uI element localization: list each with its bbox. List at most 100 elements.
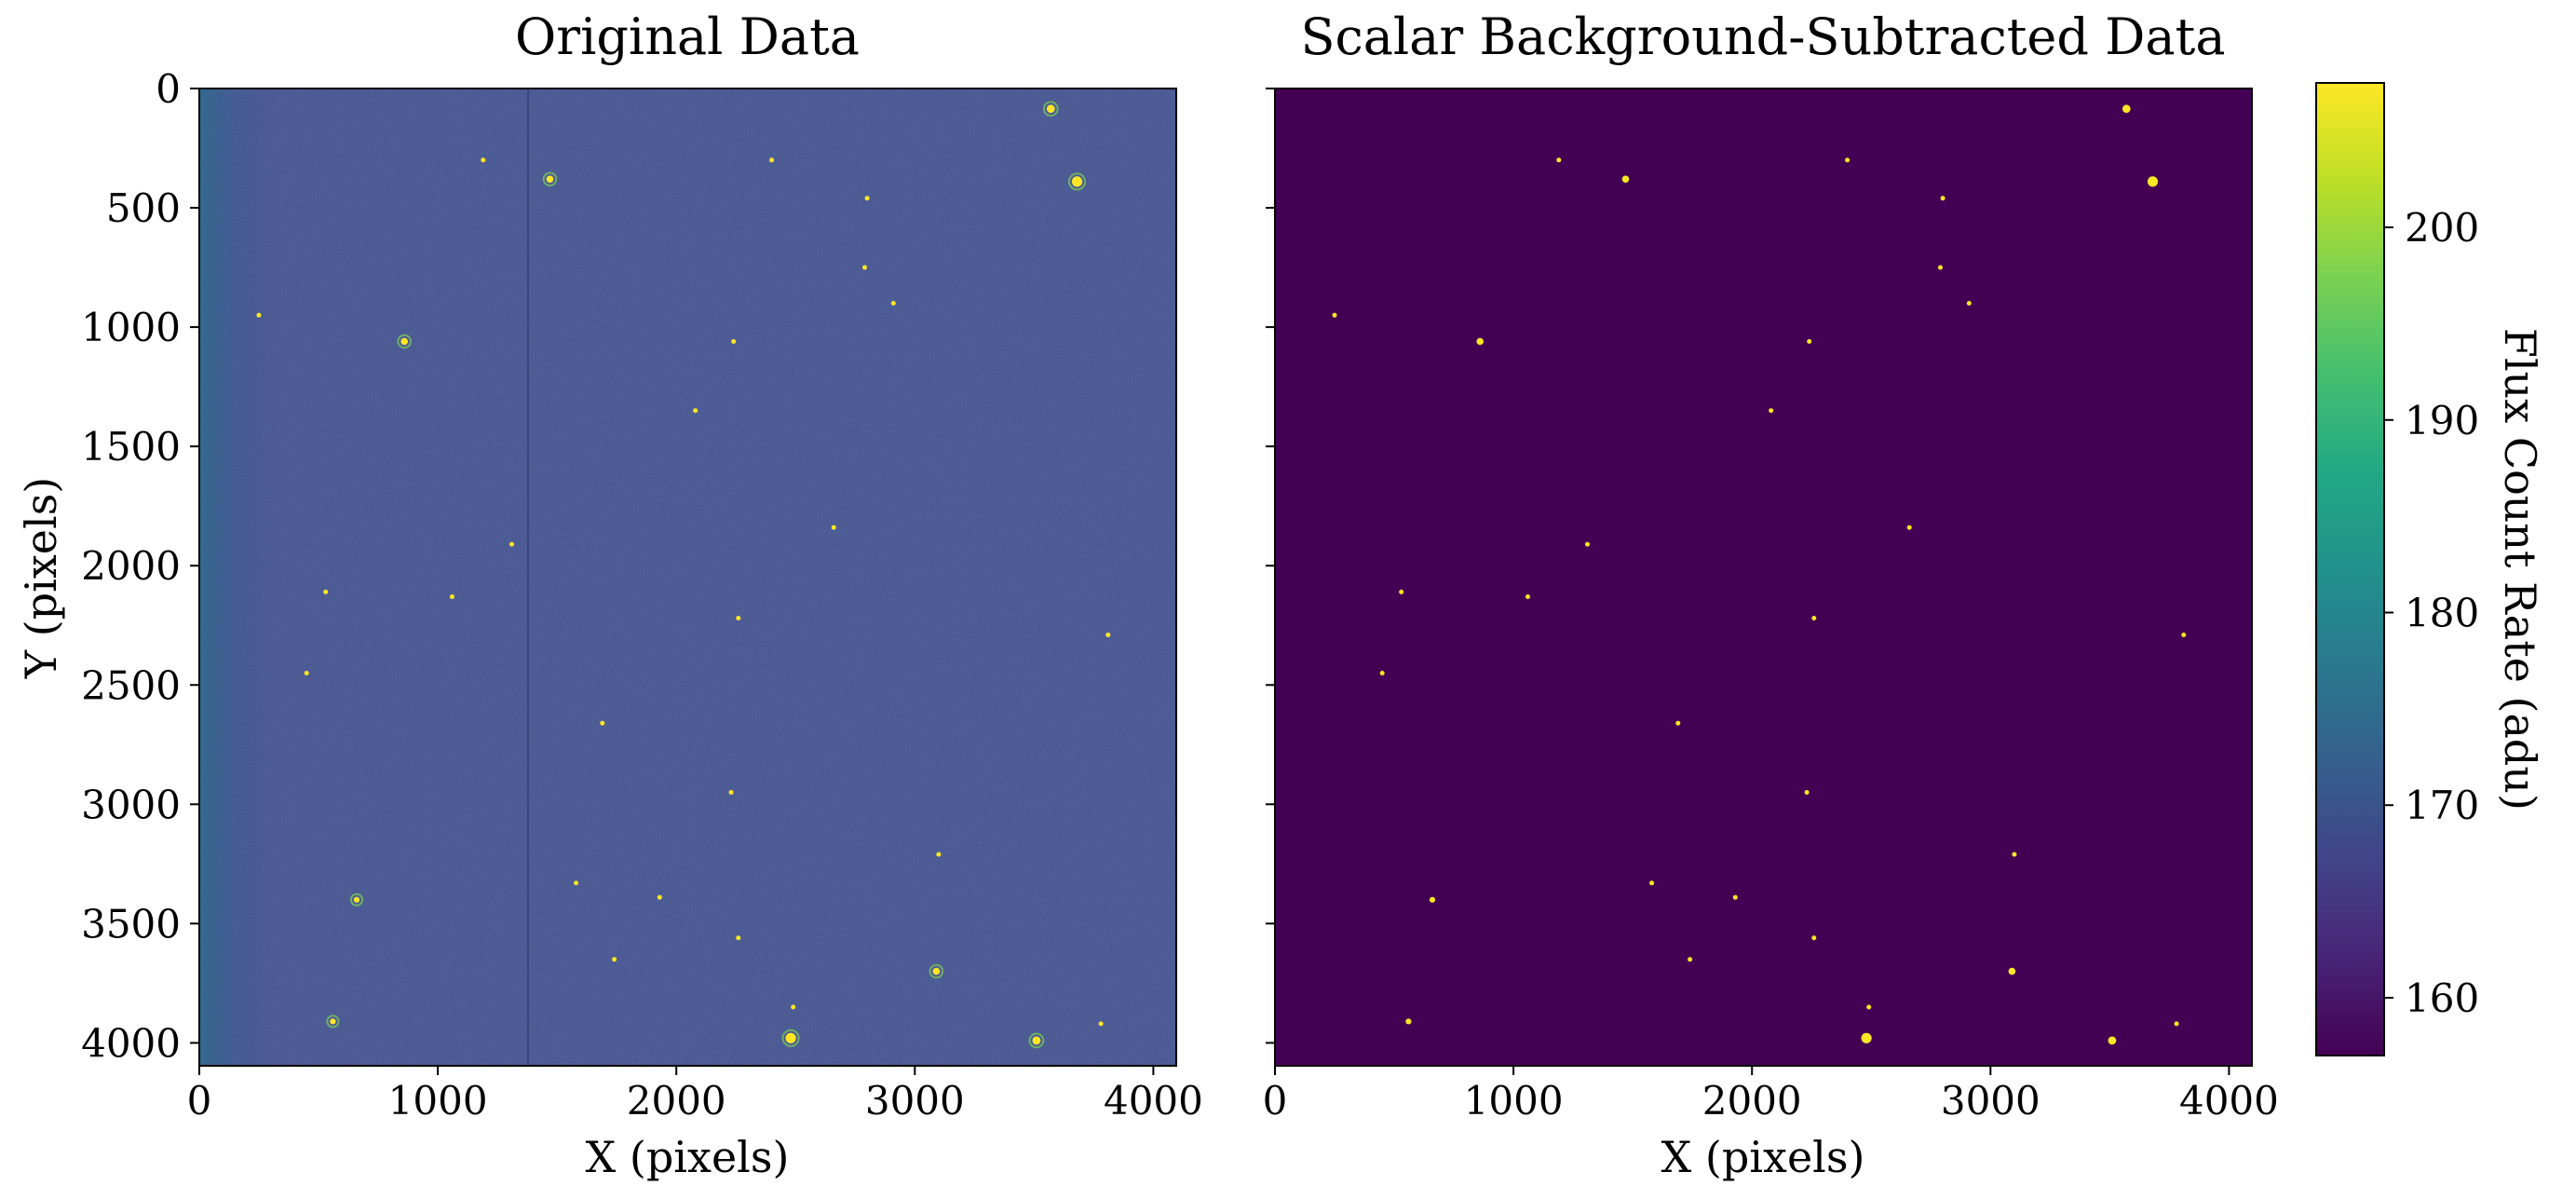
original-source-14 [323,589,329,594]
subtracted-source-6 [1332,312,1337,318]
subtracted-source-11 [1769,408,1774,414]
colorbar-bar [2315,82,2385,1056]
original-source-halo-1 [1067,172,1087,191]
original-source-0 [1046,104,1055,114]
original-y-tick-label-1000: 1000 [81,305,181,350]
subtracted-source-31 [1866,1004,1872,1010]
original-source-32 [736,616,741,620]
subtracted-source-28 [2108,1036,2117,1045]
subtracted-source-9 [1966,301,1972,306]
original-source-9 [890,301,896,306]
panel-original-title: Original Data [515,7,860,66]
subtracted-source-12 [1906,525,1912,530]
original-x-tick-label-2000: 2000 [627,1078,726,1124]
original-source-29 [1098,1021,1104,1027]
subtracted-x-tick-label-0: 0 [1263,1078,1288,1124]
original-source-2 [546,175,554,184]
subtracted-source-20 [1429,896,1436,903]
subtracted-source-18 [1675,720,1681,726]
subtracted-source-7 [1476,337,1484,346]
original-source-30 [936,852,942,857]
subtracted-source-29 [2174,1021,2179,1027]
original-source-24 [736,935,741,941]
panel-subtracted: Scalar Background-Subtracted Data 0 1000 2… [1263,7,2279,1182]
original-source-28 [1032,1036,1041,1045]
original-x-tick-label-1000: 1000 [388,1078,488,1124]
original-x-tick-label-0: 0 [187,1078,212,1124]
panel-original-frame [198,88,1177,1067]
original-source-halo-25 [929,963,944,979]
subtracted-source-23 [1688,957,1693,962]
subtracted-x-tick-label-3000: 3000 [1941,1078,2040,1124]
original-edge-gradient [199,89,1176,1066]
subtracted-background [1275,89,2252,1066]
panel-original-x-axis: 0 1000 2000 3000 4000 [187,1066,1203,1124]
subtracted-source-14 [1399,589,1404,594]
colorbar-tick-label-160: 160 [2405,975,2479,1021]
original-source-5 [864,196,870,201]
panel-subtracted-y-axis [1266,88,1275,1044]
original-source-halo-0 [1042,101,1059,117]
subtracted-source-5 [1940,196,1946,201]
original-source-22 [657,894,662,900]
panel-original-image [199,89,1176,1066]
original-source-halo-7 [397,334,413,349]
original-source-7 [400,337,409,346]
panel-subtracted-frame [1274,88,2253,1067]
subtracted-source-26 [1405,1018,1412,1025]
original-source-1 [1071,176,1083,187]
original-y-tick-label-2000: 2000 [81,543,181,589]
original-source-halo-26 [326,1015,340,1029]
colorbar-label: Flux Count Rate (adu) [2495,328,2545,811]
subtracted-source-22 [1732,894,1738,900]
subtracted-source-21 [1649,880,1655,886]
panel-original-y-label: Y (pixels) [16,477,66,680]
original-source-8 [731,339,737,344]
subtracted-x-tick-label-1000: 1000 [1464,1078,1564,1124]
original-source-6 [256,312,262,318]
colorbar-tick-label-200: 200 [2405,205,2479,251]
original-source-10 [862,265,867,270]
original-source-halo-2 [542,171,558,187]
original-sources [256,101,1111,1049]
panel-original: Original Data 0 1000 2000 3000 4000 0 500 1000… [16,7,1203,1182]
original-x-tick-label-3000: 3000 [865,1078,965,1124]
subtracted-source-27 [1861,1032,1872,1043]
original-y-tick-label-3500: 3500 [81,901,181,947]
original-source-25 [932,967,941,975]
subtracted-sources [1332,104,2187,1045]
subtracted-source-1 [2147,176,2159,187]
original-source-20 [353,896,360,903]
panel-subtracted-x-label: X (pixels) [1661,1132,1865,1182]
panel-subtracted-image [1275,89,2252,1066]
colorbar: 160 170 180 190 200 Flux Count Rate (adu) [2315,82,2545,1056]
original-source-23 [612,957,617,962]
panel-subtracted-title: Scalar Background-Subtracted Data [1300,7,2225,66]
original-source-16 [1105,633,1111,637]
original-source-halo-28 [1028,1032,1045,1049]
subtracted-source-3 [1845,157,1851,163]
original-source-12 [831,525,836,530]
panel-original-y-axis: 0 500 1000 1500 2000 2500 3000 3500 4000 [81,66,199,1066]
subtracted-source-16 [2181,633,2187,637]
original-y-tick-label-1500: 1500 [81,424,181,470]
original-source-13 [509,541,514,547]
original-y-tick-label-500: 500 [106,185,181,231]
original-source-15 [450,594,454,599]
original-source-19 [728,790,734,795]
subtracted-source-32 [1811,616,1817,620]
original-source-31 [791,1004,796,1010]
subtracted-source-15 [1525,594,1530,599]
colorbar-tick-label-190: 190 [2405,398,2479,443]
subtracted-source-2 [1621,175,1630,184]
original-source-11 [693,408,698,414]
original-source-halo-27 [781,1029,800,1047]
original-y-tick-label-0: 0 [156,66,181,112]
subtracted-x-tick-label-2000: 2000 [1702,1078,1802,1124]
original-source-halo-20 [349,892,364,906]
subtracted-source-24 [1811,935,1817,941]
colorbar-tick-label-170: 170 [2405,783,2479,828]
panel-subtracted-x-axis: 0 1000 2000 3000 4000 [1263,1066,2279,1124]
subtracted-source-0 [2122,104,2131,114]
subtracted-source-8 [1807,339,1812,344]
